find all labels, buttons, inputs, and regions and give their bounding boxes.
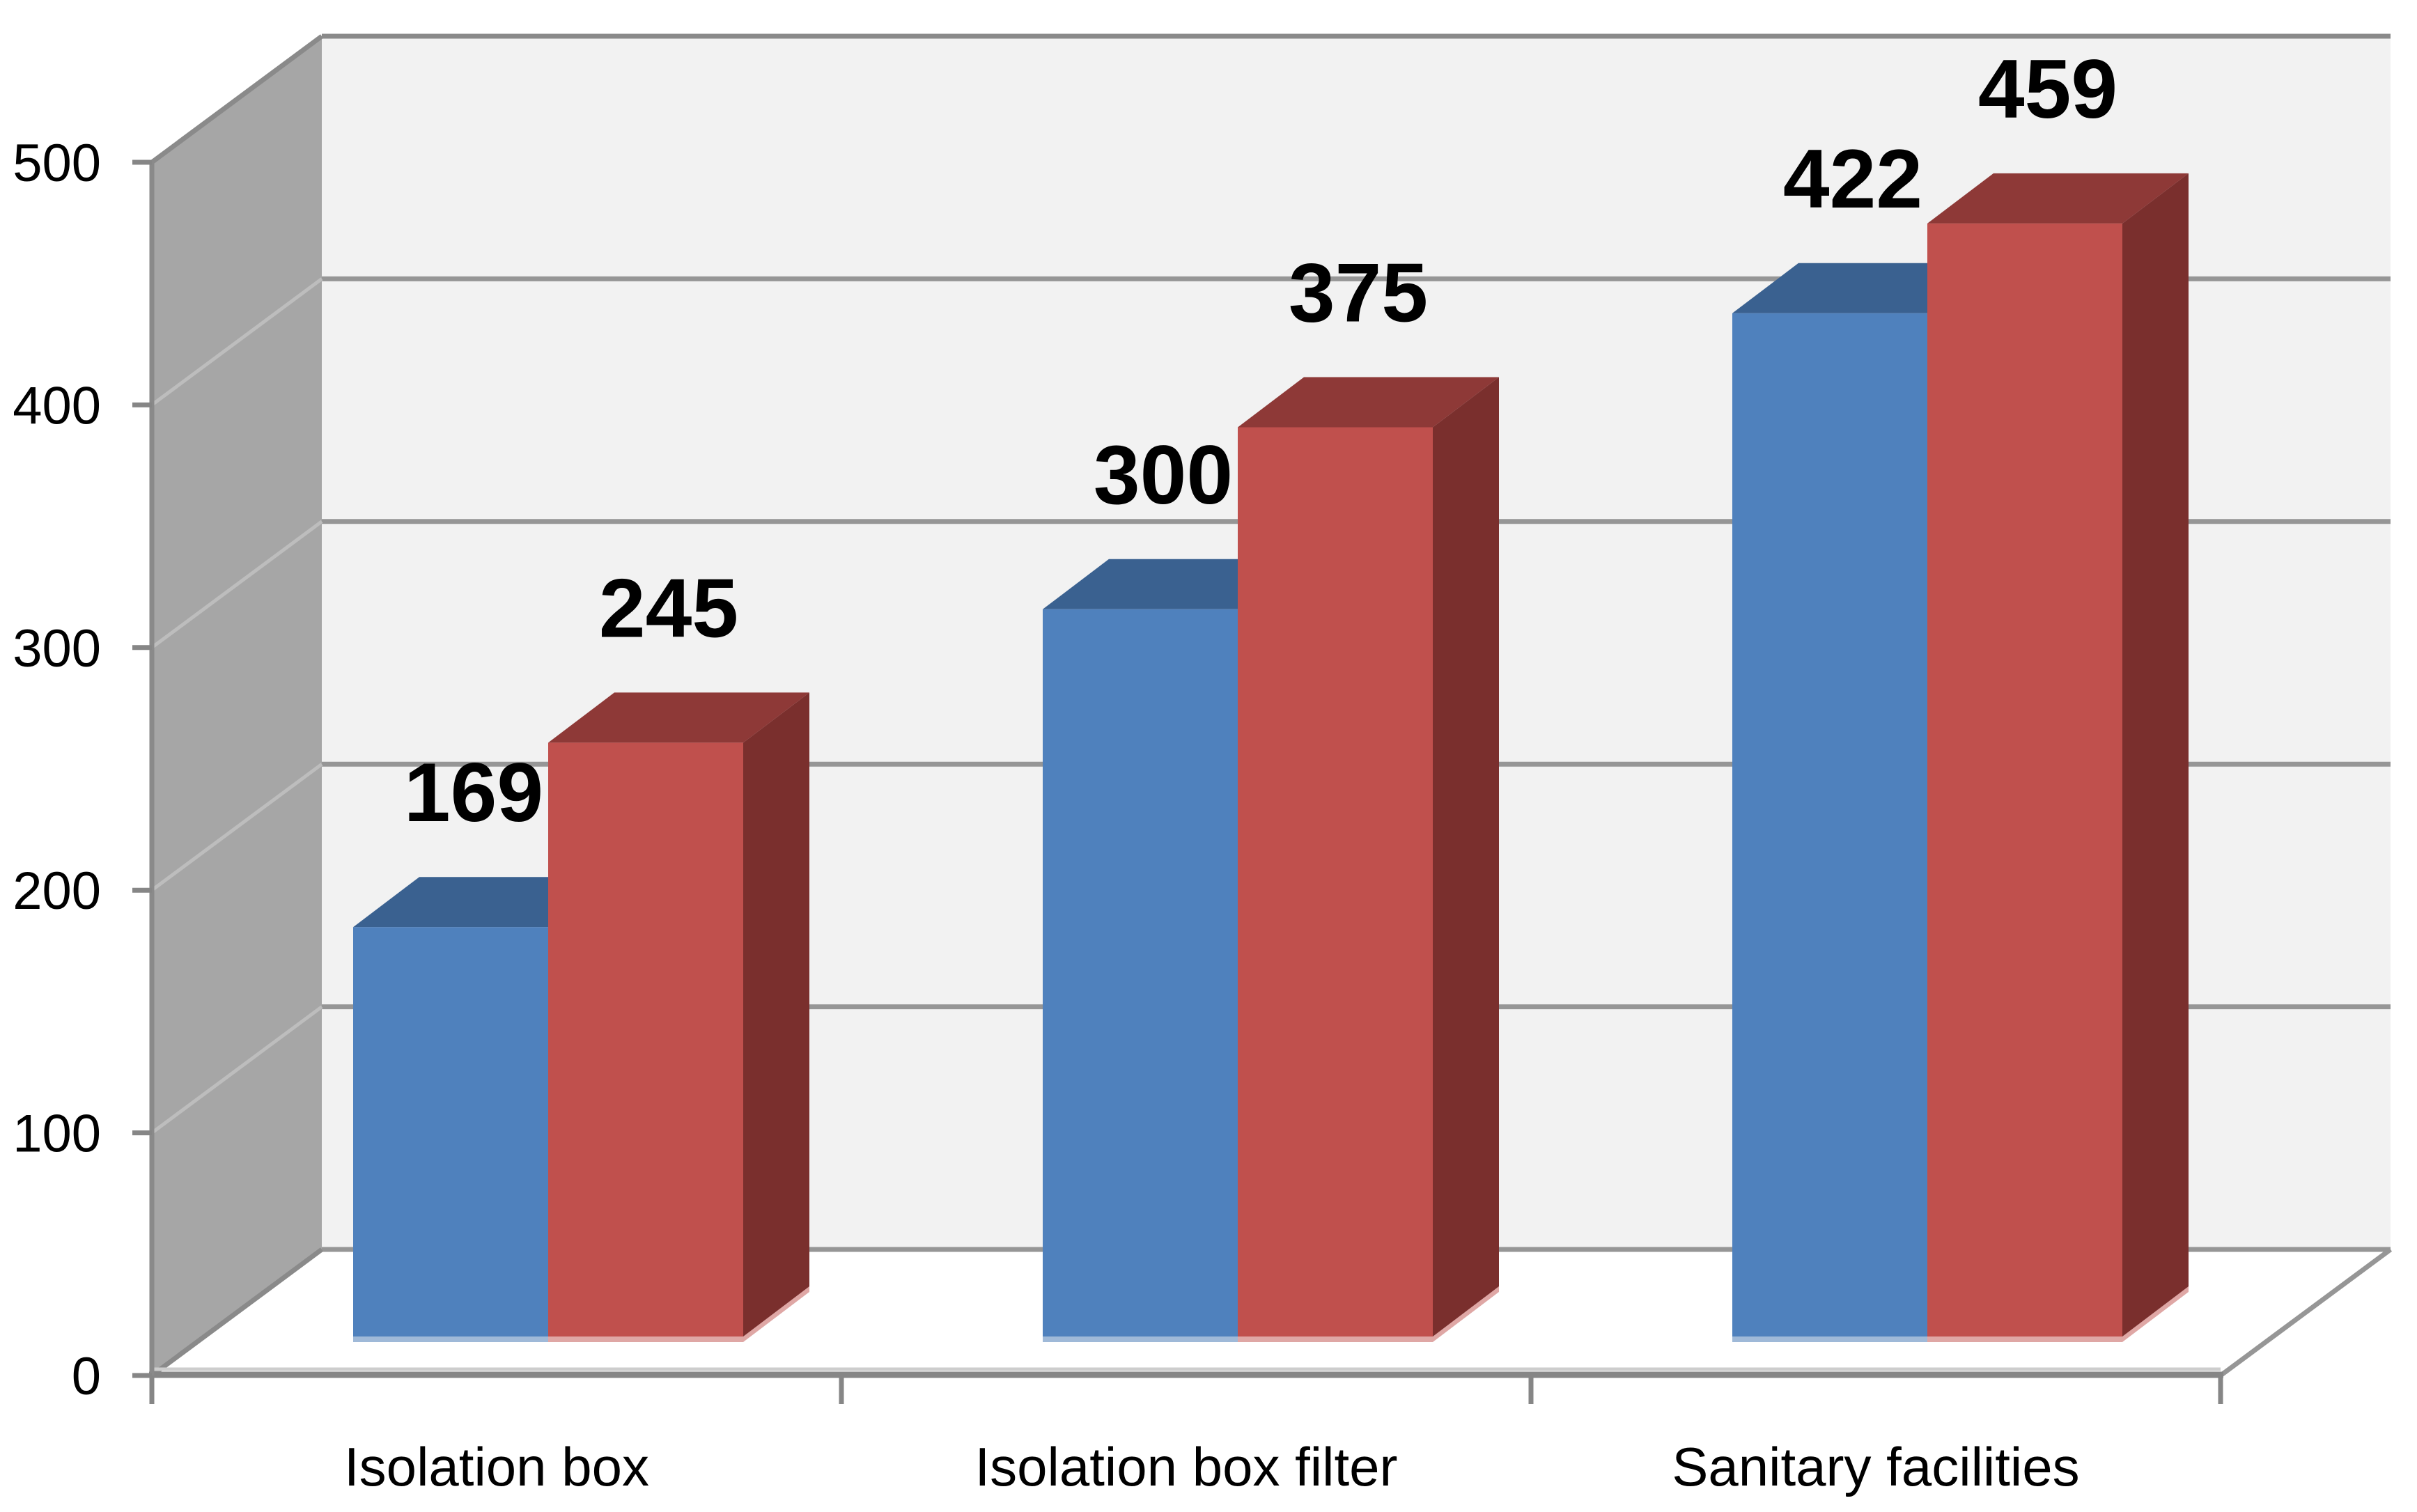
- bar-series-red-0-side-face: [743, 692, 809, 1337]
- bar-series-blue-1-front-face: [1043, 609, 1238, 1337]
- y-tick-label-500: 500: [13, 134, 101, 193]
- bar-series-red-0-base-strip: [548, 1336, 743, 1342]
- bar-series-blue-0-front-face: [353, 927, 548, 1337]
- y-tick-label-0: 0: [72, 1347, 101, 1406]
- bar-series-blue-1-base-strip: [1043, 1336, 1238, 1342]
- category-label-2: Sanitary facilities: [1672, 1436, 2079, 1497]
- plot-side-wall: [152, 36, 322, 1375]
- gridline-sidewall-200: [150, 763, 323, 892]
- data-label-series-red-2: 459: [1978, 42, 2117, 136]
- y-tick-label-400: 400: [13, 376, 101, 435]
- gridline-sidewall-400: [150, 277, 323, 407]
- floor-right-edge: [2218, 1247, 2393, 1378]
- data-label-series-blue-2: 422: [1783, 132, 1922, 226]
- y-tick-label-100: 100: [13, 1105, 101, 1164]
- bar-series-red-2-base-strip: [1927, 1336, 2122, 1342]
- bar-series-red-1-base-strip-side: [1433, 1286, 1499, 1342]
- y-tick-label-300: 300: [13, 619, 101, 678]
- bar-series-red-2-base-strip-side: [2122, 1286, 2189, 1342]
- bar-series-blue-2-front-face: [1732, 313, 1927, 1338]
- bar-series-red-2-front-face: [1927, 223, 2122, 1337]
- bar-series-red-1-top-face: [1238, 377, 1499, 428]
- data-label-series-blue-1: 300: [1094, 428, 1233, 522]
- bar-series-red-0-front-face: [548, 742, 743, 1337]
- floor-left-edge: [150, 1247, 324, 1378]
- data-label-series-blue-0: 169: [404, 746, 543, 839]
- bar-series-blue-0-base-strip: [353, 1336, 548, 1342]
- bar-series-red-0-top-face: [548, 692, 809, 743]
- bar-series-red-0-base-strip-side: [743, 1286, 809, 1342]
- bar-series-red-1-side-face: [1433, 377, 1499, 1337]
- y-tick-label-200: 200: [13, 862, 101, 921]
- gridline-sidewall-300: [150, 520, 323, 649]
- bar-series-blue-2-base-strip: [1732, 1336, 1927, 1342]
- bar-series-red-1-base-strip: [1238, 1336, 1433, 1342]
- bar-series-red-2-side-face: [2122, 173, 2189, 1337]
- gridline-sidewall-100: [150, 1005, 323, 1135]
- category-label-1: Isolation box filter: [975, 1436, 1398, 1497]
- data-label-series-red-0: 245: [599, 561, 738, 655]
- side-wall-top-edge: [150, 34, 324, 164]
- data-label-series-red-1: 375: [1289, 247, 1428, 340]
- bar-series-red-2-top-face: [1927, 173, 2189, 224]
- category-label-0: Isolation box: [344, 1436, 649, 1497]
- bar-series-red-1-front-face: [1238, 427, 1433, 1337]
